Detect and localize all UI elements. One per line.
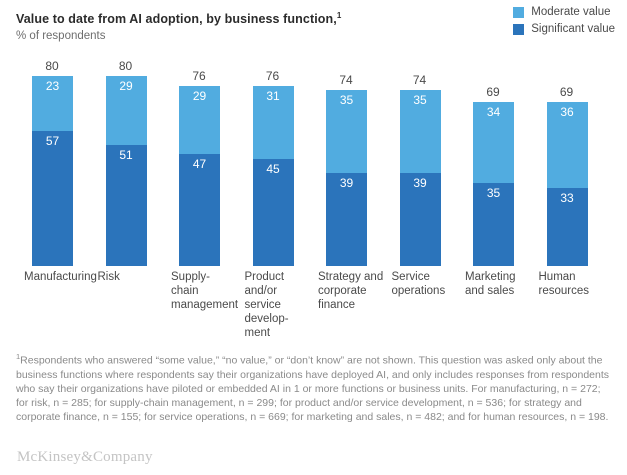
bar-segment-significant[interactable]: 45 [252, 159, 294, 266]
bar-segment-value-significant: 51 [119, 147, 133, 162]
bar-segment-moderate[interactable]: 35 [326, 90, 367, 174]
bar-segment-significant[interactable]: 35 [473, 182, 514, 266]
bar-stack[interactable]: 36 33 [546, 102, 588, 266]
bar-segment-value-significant: 39 [339, 176, 354, 191]
bar-segment-value-moderate: 29 [192, 88, 207, 103]
category-label: Risk [97, 271, 120, 283]
page-title-text: Value to date from AI adoption, by busin… [16, 12, 337, 27]
bar-stack[interactable]: 31 45 [252, 85, 294, 266]
bar-stack[interactable]: 35 39 [326, 90, 367, 266]
bar-segment-significant[interactable]: 51 [105, 144, 147, 266]
bar-stack[interactable]: 34 35 [473, 102, 514, 266]
chart-header: Value to date from AI adoption, by busin… [16, 8, 476, 44]
bar-segment-value-significant: 35 [486, 185, 501, 200]
bar-segment-value-moderate: 36 [560, 105, 574, 120]
bar-segment-significant[interactable]: 39 [326, 173, 367, 266]
bar-total-label: 74 [412, 73, 427, 88]
footnote-marker: 1 [16, 352, 21, 361]
bar-segment-value-moderate: 29 [119, 79, 133, 93]
bar-segment-moderate[interactable]: 23 [32, 76, 73, 131]
bar-group: 80 29 51 Risk [90, 58, 162, 348]
bar-group: 74 35 39 Strategy and corporate finance [310, 58, 384, 348]
bar-total-label: 69 [559, 85, 574, 100]
bar-segment-value-moderate: 23 [45, 79, 60, 93]
bar-group: 76 31 45 Product and/or service develop-men… [237, 58, 309, 348]
category-label: Product and/or service develop-ment [244, 271, 289, 339]
bar-segment-value-moderate: 35 [339, 93, 354, 108]
legend-item-moderate: Moderate value [513, 6, 611, 18]
bar-segment-value-moderate: 31 [266, 88, 280, 103]
bar-segment-significant[interactable]: 39 [399, 173, 441, 266]
bar-total-label: 80 [118, 59, 133, 73]
category-label: Marketing and sales [465, 271, 516, 297]
page-title: Value to date from AI adoption, by busin… [16, 8, 476, 27]
bar-segment-significant[interactable]: 57 [32, 130, 73, 266]
category-label: Human resources [538, 271, 590, 297]
bar-segment-moderate[interactable]: 36 [546, 102, 588, 188]
category-label: Supply-chain management [171, 271, 239, 311]
bar-segment-value-moderate: 35 [413, 93, 427, 108]
legend-swatch-moderate-icon [513, 6, 525, 18]
bar-group: 80 23 57 Manufacturing [16, 58, 97, 348]
bar-stack[interactable]: 23 57 [32, 76, 73, 266]
chart-footnote: 1Respondents who answered “some value,” … [16, 350, 614, 425]
bar-segment-significant[interactable]: 47 [179, 154, 220, 266]
bar-total-label: 74 [339, 73, 353, 88]
bar-group: 69 36 33 Human resources [531, 58, 603, 348]
bar-group: 76 29 47 Supply-chain management [163, 58, 239, 348]
title-footnote-marker: 1 [336, 11, 342, 20]
legend-label-significant: Significant value [531, 23, 615, 35]
bar-segment-moderate[interactable]: 35 [399, 90, 441, 174]
bar-total-label: 69 [486, 85, 500, 100]
bar-total-label: 80 [45, 59, 59, 73]
chart-subtitle: % of respondents [16, 30, 106, 43]
legend-item-significant: Significant value [513, 23, 615, 35]
category-label: Strategy and corporate finance [318, 271, 384, 311]
bar-segment-moderate[interactable]: 29 [179, 85, 220, 155]
bar-segment-value-significant: 39 [413, 176, 427, 191]
mckinsey-logo: McKinsey&Company [17, 449, 153, 465]
chart-plot-area: 80 23 57 Manufacturing 80 29 51 Risk 76 29 47 Suppl… [16, 58, 616, 348]
bar-stack[interactable]: 29 51 [105, 76, 147, 266]
legend-swatch-significant-icon [513, 23, 525, 35]
bar-total-label: 76 [192, 68, 206, 83]
bar-segment-value-significant: 45 [266, 162, 280, 177]
footnote-text: Respondents who answered “some value,” “… [16, 354, 610, 424]
chart-legend: Moderate value Significant value [513, 6, 615, 35]
bar-segment-moderate[interactable]: 31 [252, 85, 294, 160]
category-label: Manufacturing [24, 271, 97, 283]
bar-segment-significant[interactable]: 33 [546, 187, 588, 266]
bar-segment-moderate[interactable]: 29 [105, 76, 147, 145]
bar-total-label: 76 [265, 68, 280, 83]
bar-segment-value-significant: 47 [192, 157, 207, 172]
bar-stack[interactable]: 29 47 [179, 85, 220, 266]
category-label: Service operations [391, 271, 446, 297]
legend-label-moderate: Moderate value [531, 6, 611, 18]
bar-segment-value-significant: 33 [560, 190, 574, 205]
bar-stack[interactable]: 35 39 [399, 90, 441, 266]
bar-segment-moderate[interactable]: 34 [473, 102, 514, 183]
bar-segment-value-moderate: 34 [486, 105, 501, 120]
bar-segment-value-significant: 57 [45, 133, 60, 148]
bar-group: 69 34 35 Marketing and sales [457, 58, 529, 348]
bar-group: 74 35 39 Service operations [384, 58, 456, 348]
